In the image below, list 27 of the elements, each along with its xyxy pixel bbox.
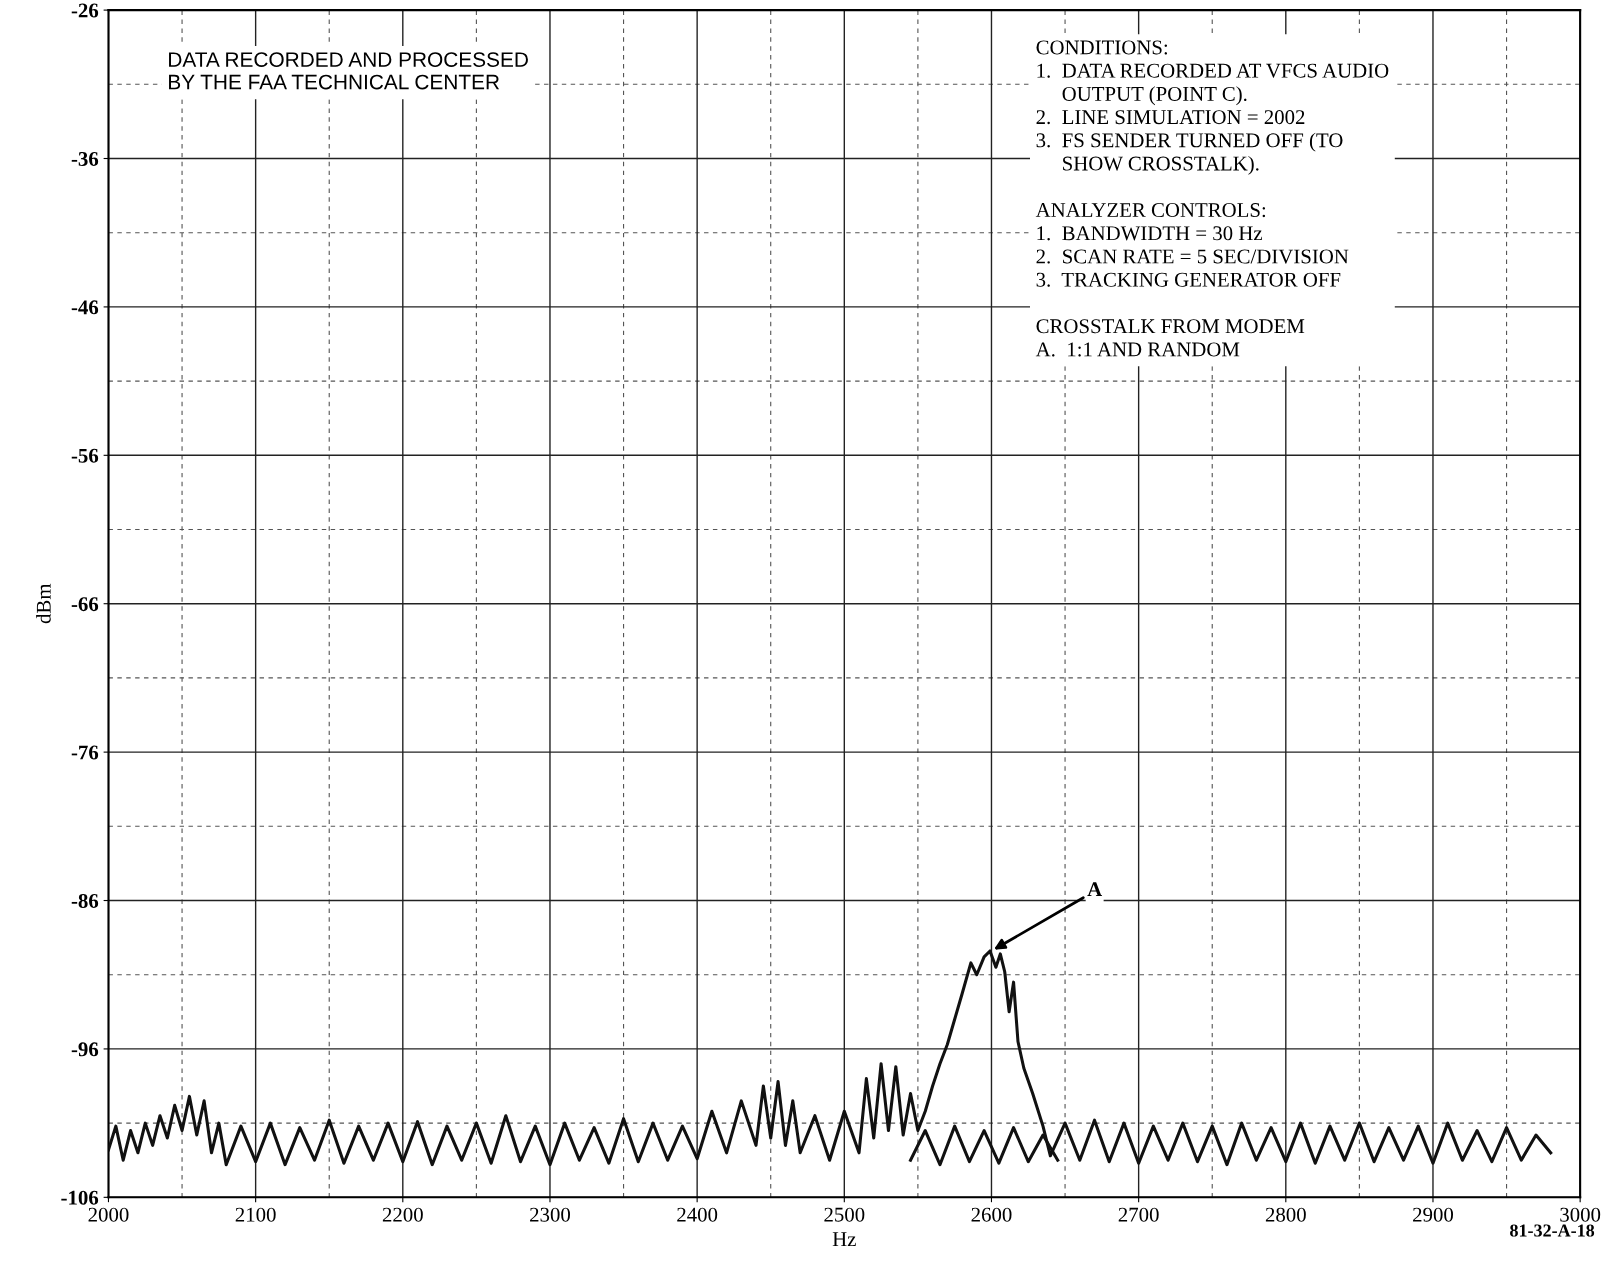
- line-series: [108, 949, 1553, 1167]
- y-tick-label: -96: [71, 1042, 99, 1057]
- y-tick-label: -106: [61, 1190, 99, 1205]
- y-tick-label: -46: [71, 300, 99, 315]
- text: 81-32-A-18: [1510, 1224, 1595, 1237]
- annotation: A: [1087, 882, 1103, 897]
- y-tick-label: -36: [71, 151, 99, 166]
- x-tick-label: 2900: [1413, 1207, 1454, 1222]
- y-tick-label: -76: [71, 745, 99, 760]
- x-tick-label: 3000: [1560, 1207, 1601, 1222]
- y-tick-label: -66: [71, 597, 99, 612]
- y-axis-title: dBm: [36, 583, 51, 624]
- x-tick-label: 2600: [971, 1207, 1012, 1222]
- x-tick-label: 2800: [1265, 1207, 1306, 1222]
- x-tick-label: 2000: [88, 1207, 129, 1222]
- x-tick-label: 2700: [1118, 1207, 1159, 1222]
- x-tick-label: 2400: [677, 1207, 718, 1222]
- y-tick-label: -86: [71, 893, 99, 908]
- x-tick-label: 2100: [235, 1207, 276, 1222]
- annotation: DATA RECORDED AND PROCESSED BY THE FAA TECHNICAL CENTER: [169, 52, 528, 90]
- x-tick-label: 2200: [382, 1207, 423, 1222]
- x-axis-title: Hz: [832, 1232, 856, 1246]
- y-tick-label: -56: [71, 448, 99, 463]
- x-tick-label: 2300: [530, 1207, 571, 1222]
- y-tick-label: -26: [71, 3, 99, 18]
- text: CONDITIONS: 1. DATA RECORDED AT VFCS AUDIO OUTPUT (POINT C). 2. LINE SIMULATION = 2002 3. FS SENDER TURNED OFF (TO SHOW CROSSTALK). ANALYZER CONTROLS: 1. BANDWIDTH = 30 Hz 2. SCAN RATE = 5 SEC/DIVISION 3. TRACKING GENERATOR OFF CROSSTALK FROM MODEM A. 1:1 AND RANDOM: [1035, 40, 1389, 357]
- x-tick-label: 2500: [824, 1207, 865, 1222]
